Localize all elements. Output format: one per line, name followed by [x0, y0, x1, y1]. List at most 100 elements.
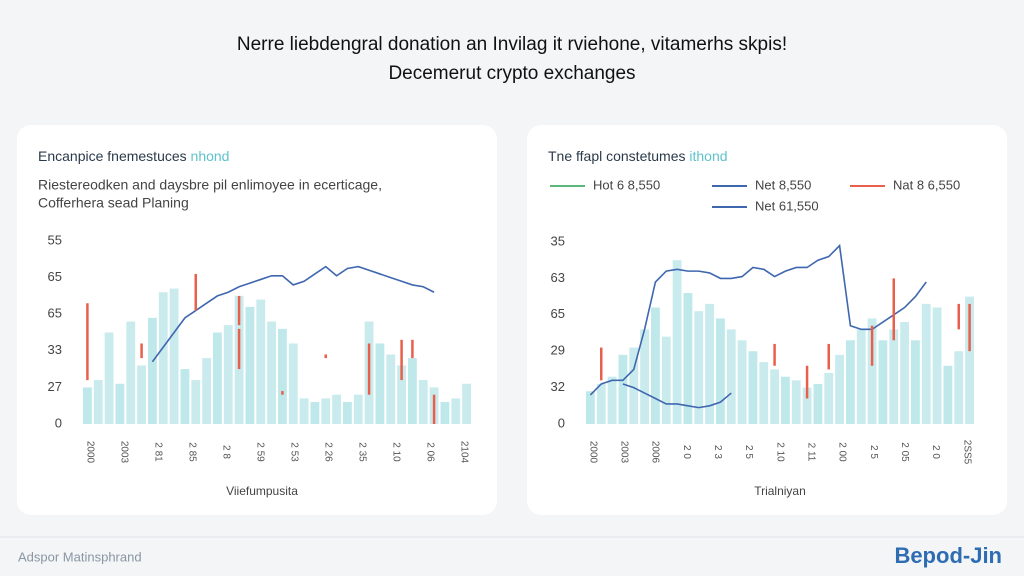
y-tick-label: 0 [55, 415, 62, 430]
x-axis-label: Viiefumpusita [226, 484, 298, 498]
x-tick-label: 2104 [458, 441, 469, 464]
bar [83, 387, 92, 424]
bar [921, 303, 931, 424]
chart-title-main: Tne ffapl constetumes [548, 148, 685, 164]
bar [683, 292, 693, 424]
bar [770, 369, 779, 424]
chart-title: Tne ffapl constetumes ithond [548, 148, 728, 164]
y-tick-label: 65 [551, 306, 565, 321]
x-tick-label: 2003 [118, 441, 129, 464]
bar [115, 383, 125, 424]
bar [223, 325, 233, 424]
x-tick-label: 2 85 [186, 442, 197, 462]
bar [943, 365, 953, 424]
bar [911, 340, 920, 424]
bar [191, 380, 201, 424]
bar [353, 394, 363, 424]
y-tick-label: 65 [48, 269, 62, 284]
chart-title-accent: ithond [685, 148, 727, 164]
bar [451, 398, 461, 424]
bar [267, 321, 276, 424]
chart-title-accent: nhond [187, 148, 230, 164]
x-tick-label: 2SS5 [961, 440, 972, 465]
bar [900, 322, 909, 424]
x-tick-label: 2 26 [322, 442, 333, 462]
y-tick-label: 32 [551, 379, 565, 394]
bar [954, 351, 964, 424]
chart-subtitle: Riestereodken and daysbre pil enlimoyee … [38, 177, 382, 193]
page-subtitle: Decemerut crypto exchanges [388, 63, 635, 84]
bar [759, 362, 769, 424]
bar [629, 347, 639, 424]
x-tick-label: 2 5 [868, 445, 879, 459]
bar [408, 358, 417, 424]
y-tick-label: 33 [48, 342, 62, 357]
bar [867, 318, 877, 424]
bar [418, 380, 428, 424]
bar [661, 336, 671, 424]
bar [932, 307, 942, 424]
bar [618, 354, 628, 424]
bar [856, 329, 866, 424]
y-tick-label: 29 [551, 343, 565, 358]
bar [386, 354, 396, 424]
bar [705, 303, 714, 424]
y-tick-label: 63 [551, 270, 565, 285]
bar [375, 343, 385, 424]
line [589, 243, 927, 396]
bar [245, 306, 255, 424]
bar [640, 329, 649, 424]
bar [965, 296, 974, 424]
bar [824, 373, 834, 424]
x-tick-label: 2006 [650, 441, 661, 464]
bar [694, 311, 704, 424]
bar [321, 398, 331, 424]
page-title: Nerre liebdengral donation an Invilag it… [237, 34, 787, 55]
bar [256, 299, 266, 424]
x-tick-label: 2000 [587, 441, 598, 464]
footer-text: Adspor Matinsphrand [18, 549, 142, 564]
x-tick-label: 2 00 [837, 442, 848, 462]
bar [137, 365, 146, 424]
bar [835, 354, 844, 424]
legend-label: Hot 6 8,550 [593, 177, 660, 192]
x-tick-label: 2 8 [220, 445, 231, 459]
y-tick-label: 0 [558, 415, 565, 430]
brand: Bepod-Jin [894, 543, 1002, 568]
bar [299, 398, 309, 424]
bar [878, 340, 888, 424]
x-tick-label: 2 81 [152, 442, 163, 462]
y-tick-label: 35 [551, 233, 565, 248]
bar [586, 391, 595, 424]
bar [202, 358, 211, 424]
x-tick-label: 2000 [84, 441, 95, 464]
legend-label: Net 8,550 [755, 177, 811, 192]
x-tick-label: 2 11 [806, 443, 817, 462]
bar [126, 321, 136, 424]
chart-title: Encanpice fnemestuces nhond [38, 148, 229, 164]
x-tick-label: 2 59 [254, 442, 265, 462]
x-axis-label: Trialniyan [754, 484, 806, 498]
bar [332, 394, 341, 424]
bar [813, 383, 823, 424]
bar [213, 332, 222, 424]
x-tick-label: 2 5 [743, 445, 754, 459]
line [622, 383, 732, 409]
x-tick-label: 2 35 [356, 442, 367, 462]
bar [781, 376, 790, 424]
bar [672, 260, 682, 424]
bar [462, 383, 471, 424]
bar [737, 340, 747, 424]
bar [169, 288, 179, 424]
bar [397, 365, 406, 424]
chart-title-main: Encanpice fnemestuces [38, 148, 187, 164]
y-tick-label: 65 [48, 306, 62, 321]
x-tick-label: 2 05 [899, 442, 910, 462]
bar [791, 380, 801, 424]
y-tick-label: 55 [48, 232, 62, 247]
bar [607, 376, 617, 424]
bar [93, 380, 103, 424]
bar [278, 328, 287, 424]
bar [180, 369, 190, 424]
